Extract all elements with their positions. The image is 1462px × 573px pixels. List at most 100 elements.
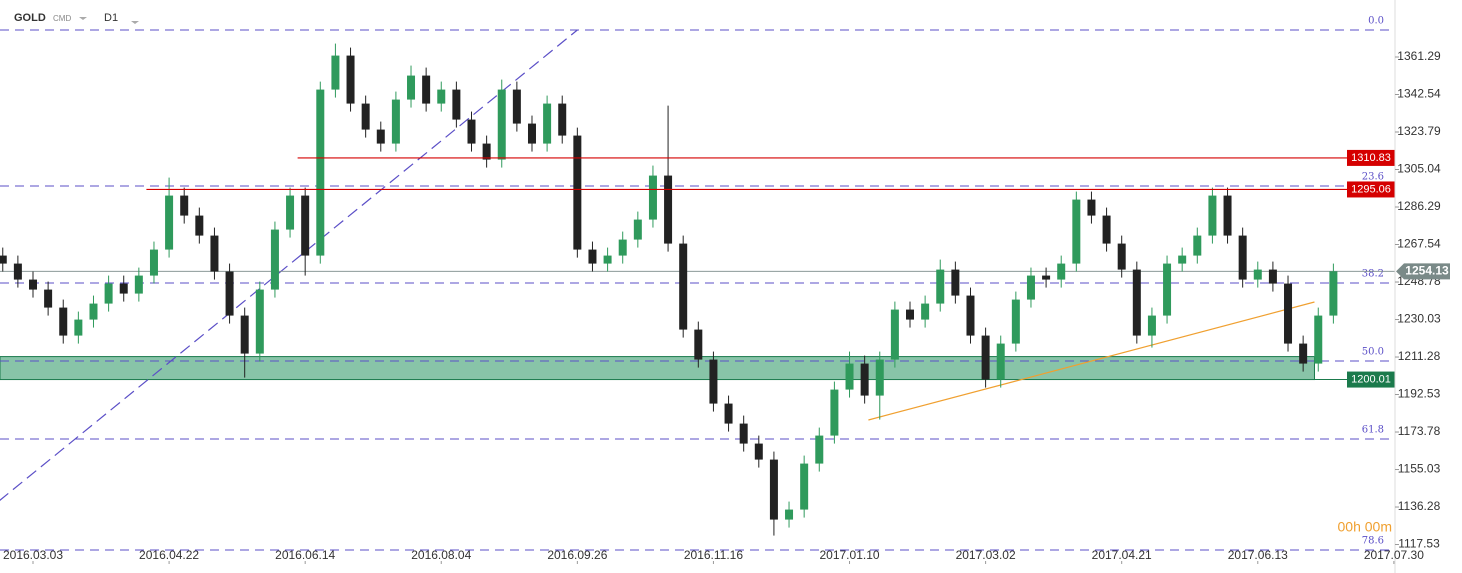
candle-body: [270, 229, 279, 290]
zone-tag: [1347, 371, 1395, 388]
candle-body: [769, 459, 778, 520]
candle-body: [981, 335, 990, 380]
x-tick-label: 2017.01.10: [819, 548, 879, 562]
candle-body: [361, 103, 370, 130]
candle-body: [1193, 235, 1202, 256]
candle-body: [1042, 275, 1051, 280]
y-tick-label: 1323.79: [1397, 124, 1441, 138]
candle-body: [1072, 199, 1081, 264]
candle-body: [921, 303, 930, 320]
x-tick-label: 2017.03.02: [956, 548, 1016, 562]
candle-body: [119, 283, 128, 294]
candle-body: [860, 363, 869, 396]
candle-body: [165, 195, 174, 250]
candle-body: [845, 363, 854, 390]
fib-label: 78.6: [1362, 536, 1384, 547]
symbol[interactable]: GOLD: [14, 12, 46, 24]
candle-body: [618, 239, 627, 256]
y-tick-label: 1173.78: [1398, 424, 1441, 438]
dropdown-arrows: [79, 17, 139, 24]
candle-body: [0, 255, 7, 264]
candle-body: [437, 89, 446, 104]
candle-body: [346, 55, 355, 104]
candle-body: [1268, 269, 1277, 284]
candle-body: [331, 55, 340, 90]
candle-body: [664, 175, 673, 244]
candle-body: [407, 75, 416, 100]
candle-body: [1238, 235, 1247, 280]
candle-body: [1284, 283, 1293, 344]
market[interactable]: CMD: [53, 14, 71, 23]
candle-body: [316, 89, 325, 256]
x-tick-label: 2016.03.03: [3, 548, 63, 562]
candle-body: [13, 263, 22, 280]
interval[interactable]: D1: [104, 12, 118, 24]
x-tick-label: 2017.07.30: [1364, 548, 1424, 562]
candle-body: [482, 143, 491, 160]
last-price-label: 1254.13: [1405, 263, 1449, 277]
candle-body: [951, 269, 960, 296]
candle-body: [830, 389, 839, 436]
candle-body: [452, 89, 461, 120]
candle-body: [890, 309, 899, 360]
candle-body: [527, 123, 536, 144]
candle-body: [603, 255, 612, 264]
candle-body: [1163, 263, 1172, 316]
zone-tag-label: 1200.01: [1351, 373, 1391, 385]
y-tick-label: 1342.54: [1397, 87, 1441, 101]
candle-body: [104, 283, 113, 304]
candle-body: [588, 249, 597, 264]
candle-body: [679, 243, 688, 330]
y-tick-label: 1211.28: [1398, 349, 1441, 363]
candle-body: [815, 435, 824, 464]
y-tick-label: 1136.28: [1398, 499, 1441, 513]
candle-body: [467, 119, 476, 144]
fib-label: 0.0: [1368, 16, 1384, 27]
candle-body: [724, 403, 733, 424]
candle-body: [996, 343, 1005, 380]
candle-body: [180, 195, 189, 216]
candle-body: [558, 103, 567, 136]
candle-body: [149, 249, 158, 276]
candle-body: [195, 215, 204, 236]
y-tick-label: 1267.54: [1397, 237, 1441, 251]
y-tick-label: 1361.29: [1397, 49, 1441, 63]
candle-body: [936, 269, 945, 304]
x-tick-label: 2016.08.04: [411, 548, 471, 562]
candle-body: [1117, 243, 1126, 270]
x-tick-label: 2016.04.22: [139, 548, 199, 562]
support-zone: [0, 356, 1315, 381]
candle-body: [240, 315, 249, 354]
fib-label: 50.0: [1362, 347, 1384, 358]
countdown: 00h 00m: [1338, 519, 1392, 535]
candle-body: [966, 295, 975, 336]
candle-body: [1314, 315, 1323, 364]
candle-body: [1026, 275, 1035, 300]
candle-body: [1087, 199, 1096, 216]
candle-body: [875, 359, 884, 396]
candle-body: [543, 103, 552, 144]
fib-label: 38.2: [1362, 269, 1384, 280]
candle-body: [59, 307, 68, 336]
candle-body: [497, 89, 506, 160]
candle-body: [906, 309, 915, 320]
candle-body: [1011, 299, 1020, 344]
candle-body: [422, 75, 431, 104]
candle-body: [800, 463, 809, 510]
candle-body: [89, 303, 98, 320]
candle-body: [1147, 315, 1156, 336]
y-tick-label: 1286.29: [1397, 199, 1441, 213]
candle-body: [709, 359, 718, 404]
x-tick-label: 2016.06.14: [275, 548, 335, 562]
x-tick-label: 2017.04.21: [1092, 548, 1152, 562]
price-tag: [1347, 149, 1395, 166]
trendline: [868, 301, 1315, 421]
x-tick-label: 2016.09.26: [547, 548, 607, 562]
fib-label: 61.8: [1362, 425, 1384, 436]
y-tick-label: 1117.53: [1398, 537, 1440, 551]
candle-body: [29, 279, 38, 290]
candle-body: [1208, 195, 1217, 236]
candle-body: [225, 271, 234, 316]
candle-body: [44, 289, 53, 308]
